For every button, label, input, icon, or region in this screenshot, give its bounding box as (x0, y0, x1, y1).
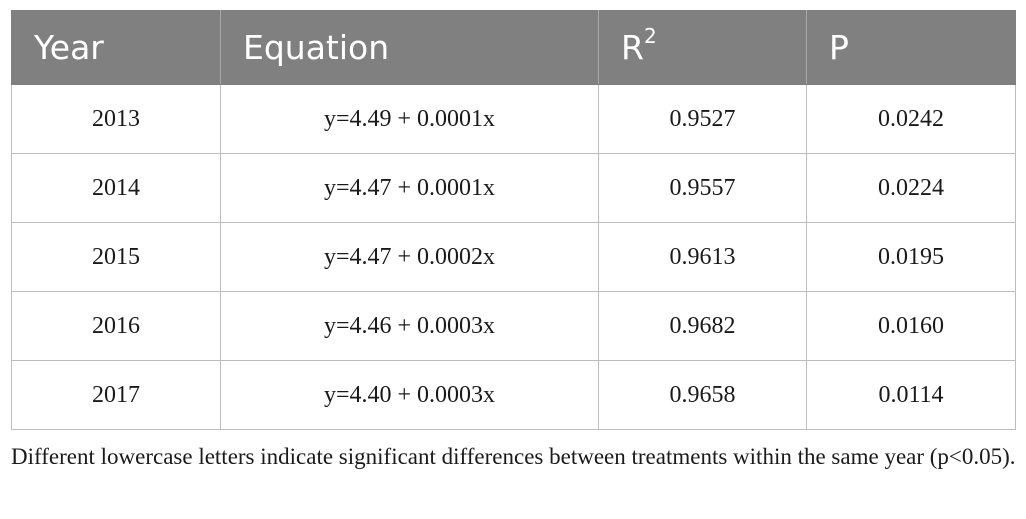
cell-equation: y=4.47 + 0.0001x (220, 153, 599, 223)
table-row: 2016 y=4.46 + 0.0003x 0.9682 0.0160 (11, 291, 1016, 361)
cell-p: 0.0195 (806, 222, 1016, 292)
cell-equation: y=4.46 + 0.0003x (220, 291, 599, 361)
table-header: Year Equation R2 P (11, 10, 1016, 85)
regression-table: Year Equation R2 P 2013 y=4.49 + 0.0001x… (11, 10, 1016, 430)
cell-r2: 0.9527 (598, 84, 807, 154)
table-row: 2017 y=4.40 + 0.0003x 0.9658 0.0114 (11, 360, 1016, 430)
cell-year: 2015 (11, 222, 221, 292)
header-row: Year Equation R2 P (11, 10, 1016, 85)
header-year: Year (11, 10, 221, 85)
header-r2-base: R (621, 28, 644, 67)
cell-p: 0.0242 (806, 84, 1016, 154)
cell-year: 2014 (11, 153, 221, 223)
cell-year: 2013 (11, 84, 221, 154)
header-equation: Equation (220, 10, 599, 85)
cell-p: 0.0160 (806, 291, 1016, 361)
cell-year: 2017 (11, 360, 221, 430)
cell-r2: 0.9613 (598, 222, 807, 292)
header-r2-superscript: 2 (643, 24, 657, 48)
cell-r2: 0.9557 (598, 153, 807, 223)
cell-equation: y=4.49 + 0.0001x (220, 84, 599, 154)
cell-p: 0.0114 (806, 360, 1016, 430)
cell-year: 2016 (11, 291, 221, 361)
cell-equation: y=4.47 + 0.0002x (220, 222, 599, 292)
table-row: 2013 y=4.49 + 0.0001x 0.9527 0.0242 (11, 84, 1016, 154)
cell-r2: 0.9682 (598, 291, 807, 361)
cell-p: 0.0224 (806, 153, 1016, 223)
table-body: 2013 y=4.49 + 0.0001x 0.9527 0.0242 2014… (11, 84, 1016, 430)
data-table-container: Year Equation R2 P 2013 y=4.49 + 0.0001x… (11, 10, 1016, 430)
table-row: 2015 y=4.47 + 0.0002x 0.9613 0.0195 (11, 222, 1016, 292)
cell-equation: y=4.40 + 0.0003x (220, 360, 599, 430)
header-r2: R2 (598, 10, 807, 85)
table-footnote: Different lowercase letters indicate sig… (11, 444, 1016, 469)
table-row: 2014 y=4.47 + 0.0001x 0.9557 0.0224 (11, 153, 1016, 223)
header-p: P (806, 10, 1016, 85)
cell-r2: 0.9658 (598, 360, 807, 430)
